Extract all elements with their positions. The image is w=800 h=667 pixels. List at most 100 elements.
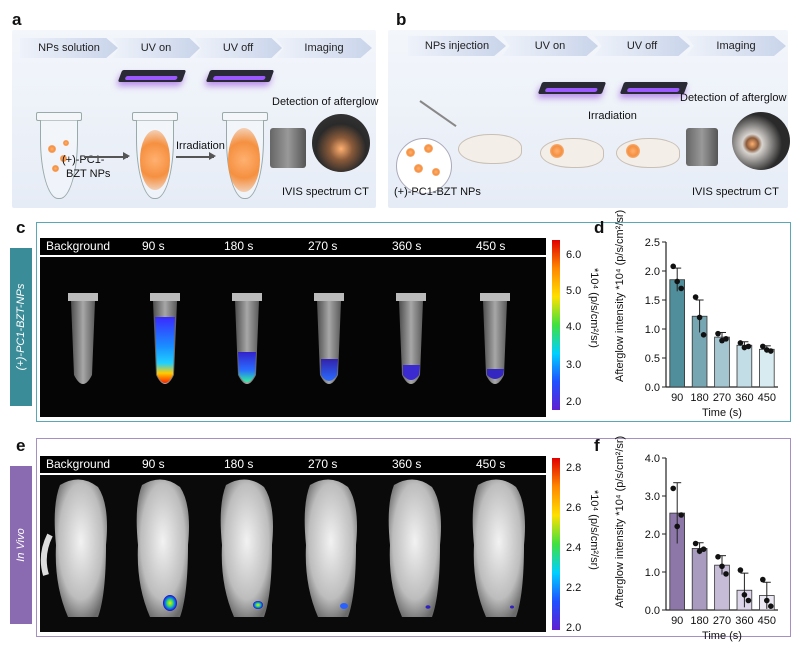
panel-c-frame — [36, 222, 791, 422]
nanoparticle-icon — [52, 165, 59, 172]
y-axis-label-f: Afterglow intensity *10⁴ (p/s/cm²/sr) — [614, 435, 626, 608]
x-tick-label: 90 — [671, 615, 683, 627]
data-point — [764, 597, 770, 604]
time-label: 180 s — [224, 239, 254, 253]
tube-icon — [314, 293, 344, 384]
colorbar-tick: 2.0 — [566, 622, 582, 634]
chart-f: 0.0 1.0 2.0 3.0 4.0 90 180 270 360 450 Time (s) — [645, 453, 778, 642]
data-point — [745, 597, 752, 604]
panel-e-frame — [36, 438, 791, 637]
colorbar-tick: 2.6 — [566, 502, 582, 514]
uv-lamp-icon — [619, 82, 689, 94]
data-point — [678, 512, 684, 518]
x-tick-label: 180 — [690, 615, 708, 627]
instrument-label: IVIS spectrum CT — [282, 186, 369, 198]
time-label: Background — [46, 239, 111, 253]
tube-icon — [68, 293, 98, 384]
colorbar-e — [552, 458, 560, 630]
y-tick-label: 4.0 — [645, 453, 660, 465]
colorbar-tick: 6.0 — [566, 249, 582, 261]
colorbar-tick: 2.2 — [566, 582, 582, 594]
ivis-image-e — [40, 475, 546, 632]
colorbar-tick: 5.0 — [566, 285, 582, 297]
time-label: 360 s — [392, 239, 422, 253]
colorbar-tick: 2.0 — [566, 396, 582, 408]
colorbar-tick: 3.0 — [566, 359, 582, 371]
camera-icon — [270, 128, 306, 168]
step-b-1: NPs injection — [408, 36, 506, 56]
time-label: 90 s — [142, 457, 165, 471]
colorbar-c — [552, 240, 560, 410]
nanoparticle-icon — [414, 164, 423, 173]
tube-icon — [396, 293, 426, 384]
ivis-image-c — [40, 257, 546, 417]
x-tick-label: 270 — [713, 392, 731, 404]
y-axis-label-d: Afterglow intensity *10⁴ (p/s/cm²/sr) — [614, 209, 626, 382]
step-b-4: Imaging — [686, 36, 786, 56]
nanoparticle-icon — [48, 145, 56, 153]
tube-icon — [480, 293, 510, 384]
time-label: Background — [46, 457, 111, 471]
x-axis-label: Time (s) — [702, 630, 742, 642]
y-tick-label: 2.0 — [645, 529, 660, 541]
data-point — [678, 285, 684, 292]
instrument-label-b: IVIS spectrum CT — [692, 186, 779, 198]
x-tick-label: 450 — [758, 615, 776, 627]
tube-cap-icon — [132, 112, 178, 121]
x-tick-label: 90 — [671, 392, 683, 404]
x-tick-label: 360 — [735, 392, 753, 404]
panel-letter-d: d — [594, 218, 605, 237]
tube-icon — [150, 293, 180, 384]
bar — [714, 336, 730, 388]
step-a-1: NPs solution — [20, 38, 118, 58]
mouse-icon — [220, 479, 273, 617]
tube-cap-icon — [222, 112, 268, 121]
y-tick-label: 2.0 — [645, 266, 660, 278]
side-label-e: In Vivo — [10, 466, 32, 624]
data-point — [692, 540, 699, 547]
bar — [736, 344, 753, 388]
uv-lamp-icon — [205, 70, 275, 82]
sample-label-line2: BZT NPs — [66, 168, 111, 180]
data-point — [670, 263, 676, 270]
panel-letter-f: f — [594, 436, 600, 455]
time-label: 270 s — [308, 239, 338, 253]
data-point — [700, 546, 707, 552]
mouse-icon — [540, 138, 604, 168]
nanoparticle-icon — [424, 144, 433, 153]
chart-d: 0.0 0.5 1.0 1.5 2.0 2.5 90 180 270 360 450 Time (s) — [645, 237, 778, 419]
magnified-mouse-icon — [732, 112, 790, 170]
side-label-e-text: In Vivo — [15, 528, 27, 562]
data-point — [715, 330, 721, 337]
tube-icon — [40, 120, 78, 199]
data-point — [760, 343, 766, 350]
data-point — [737, 567, 744, 573]
panel-letter-a: a — [12, 10, 22, 29]
data-point — [768, 603, 774, 609]
glow-icon — [228, 128, 260, 192]
x-tick-label: 180 — [690, 392, 708, 404]
nanoparticle-icon — [406, 148, 415, 157]
colorbar-tick: 4.0 — [566, 321, 582, 333]
panel-b-background — [388, 30, 788, 208]
tube-icon — [232, 293, 262, 384]
np-label: (+)-PC1-BZT NPs — [394, 186, 481, 198]
step-b-3: UV off — [594, 36, 690, 56]
time-bar-e: Background 90 s 180 s 270 s 360 s 450 s — [40, 456, 546, 473]
data-point — [692, 294, 699, 300]
time-label: 180 s — [224, 457, 254, 471]
y-tick-label: 3.0 — [645, 491, 660, 503]
step-b-2: UV on — [502, 36, 598, 56]
data-point — [715, 554, 721, 560]
mouse-icon — [40, 479, 107, 617]
uv-lamp-icon — [117, 70, 187, 82]
mouse-icon — [304, 479, 357, 617]
y-tick-label: 0.5 — [645, 353, 660, 365]
bar — [669, 279, 685, 388]
x-axis-label: Time (s) — [702, 407, 742, 419]
data-point — [723, 336, 729, 342]
time-label: 450 s — [476, 239, 506, 253]
colorbar-label-e: *10⁴ (p/s/cm²/sr) — [588, 490, 600, 570]
glow-icon — [550, 144, 564, 158]
arrow-icon — [84, 153, 130, 159]
